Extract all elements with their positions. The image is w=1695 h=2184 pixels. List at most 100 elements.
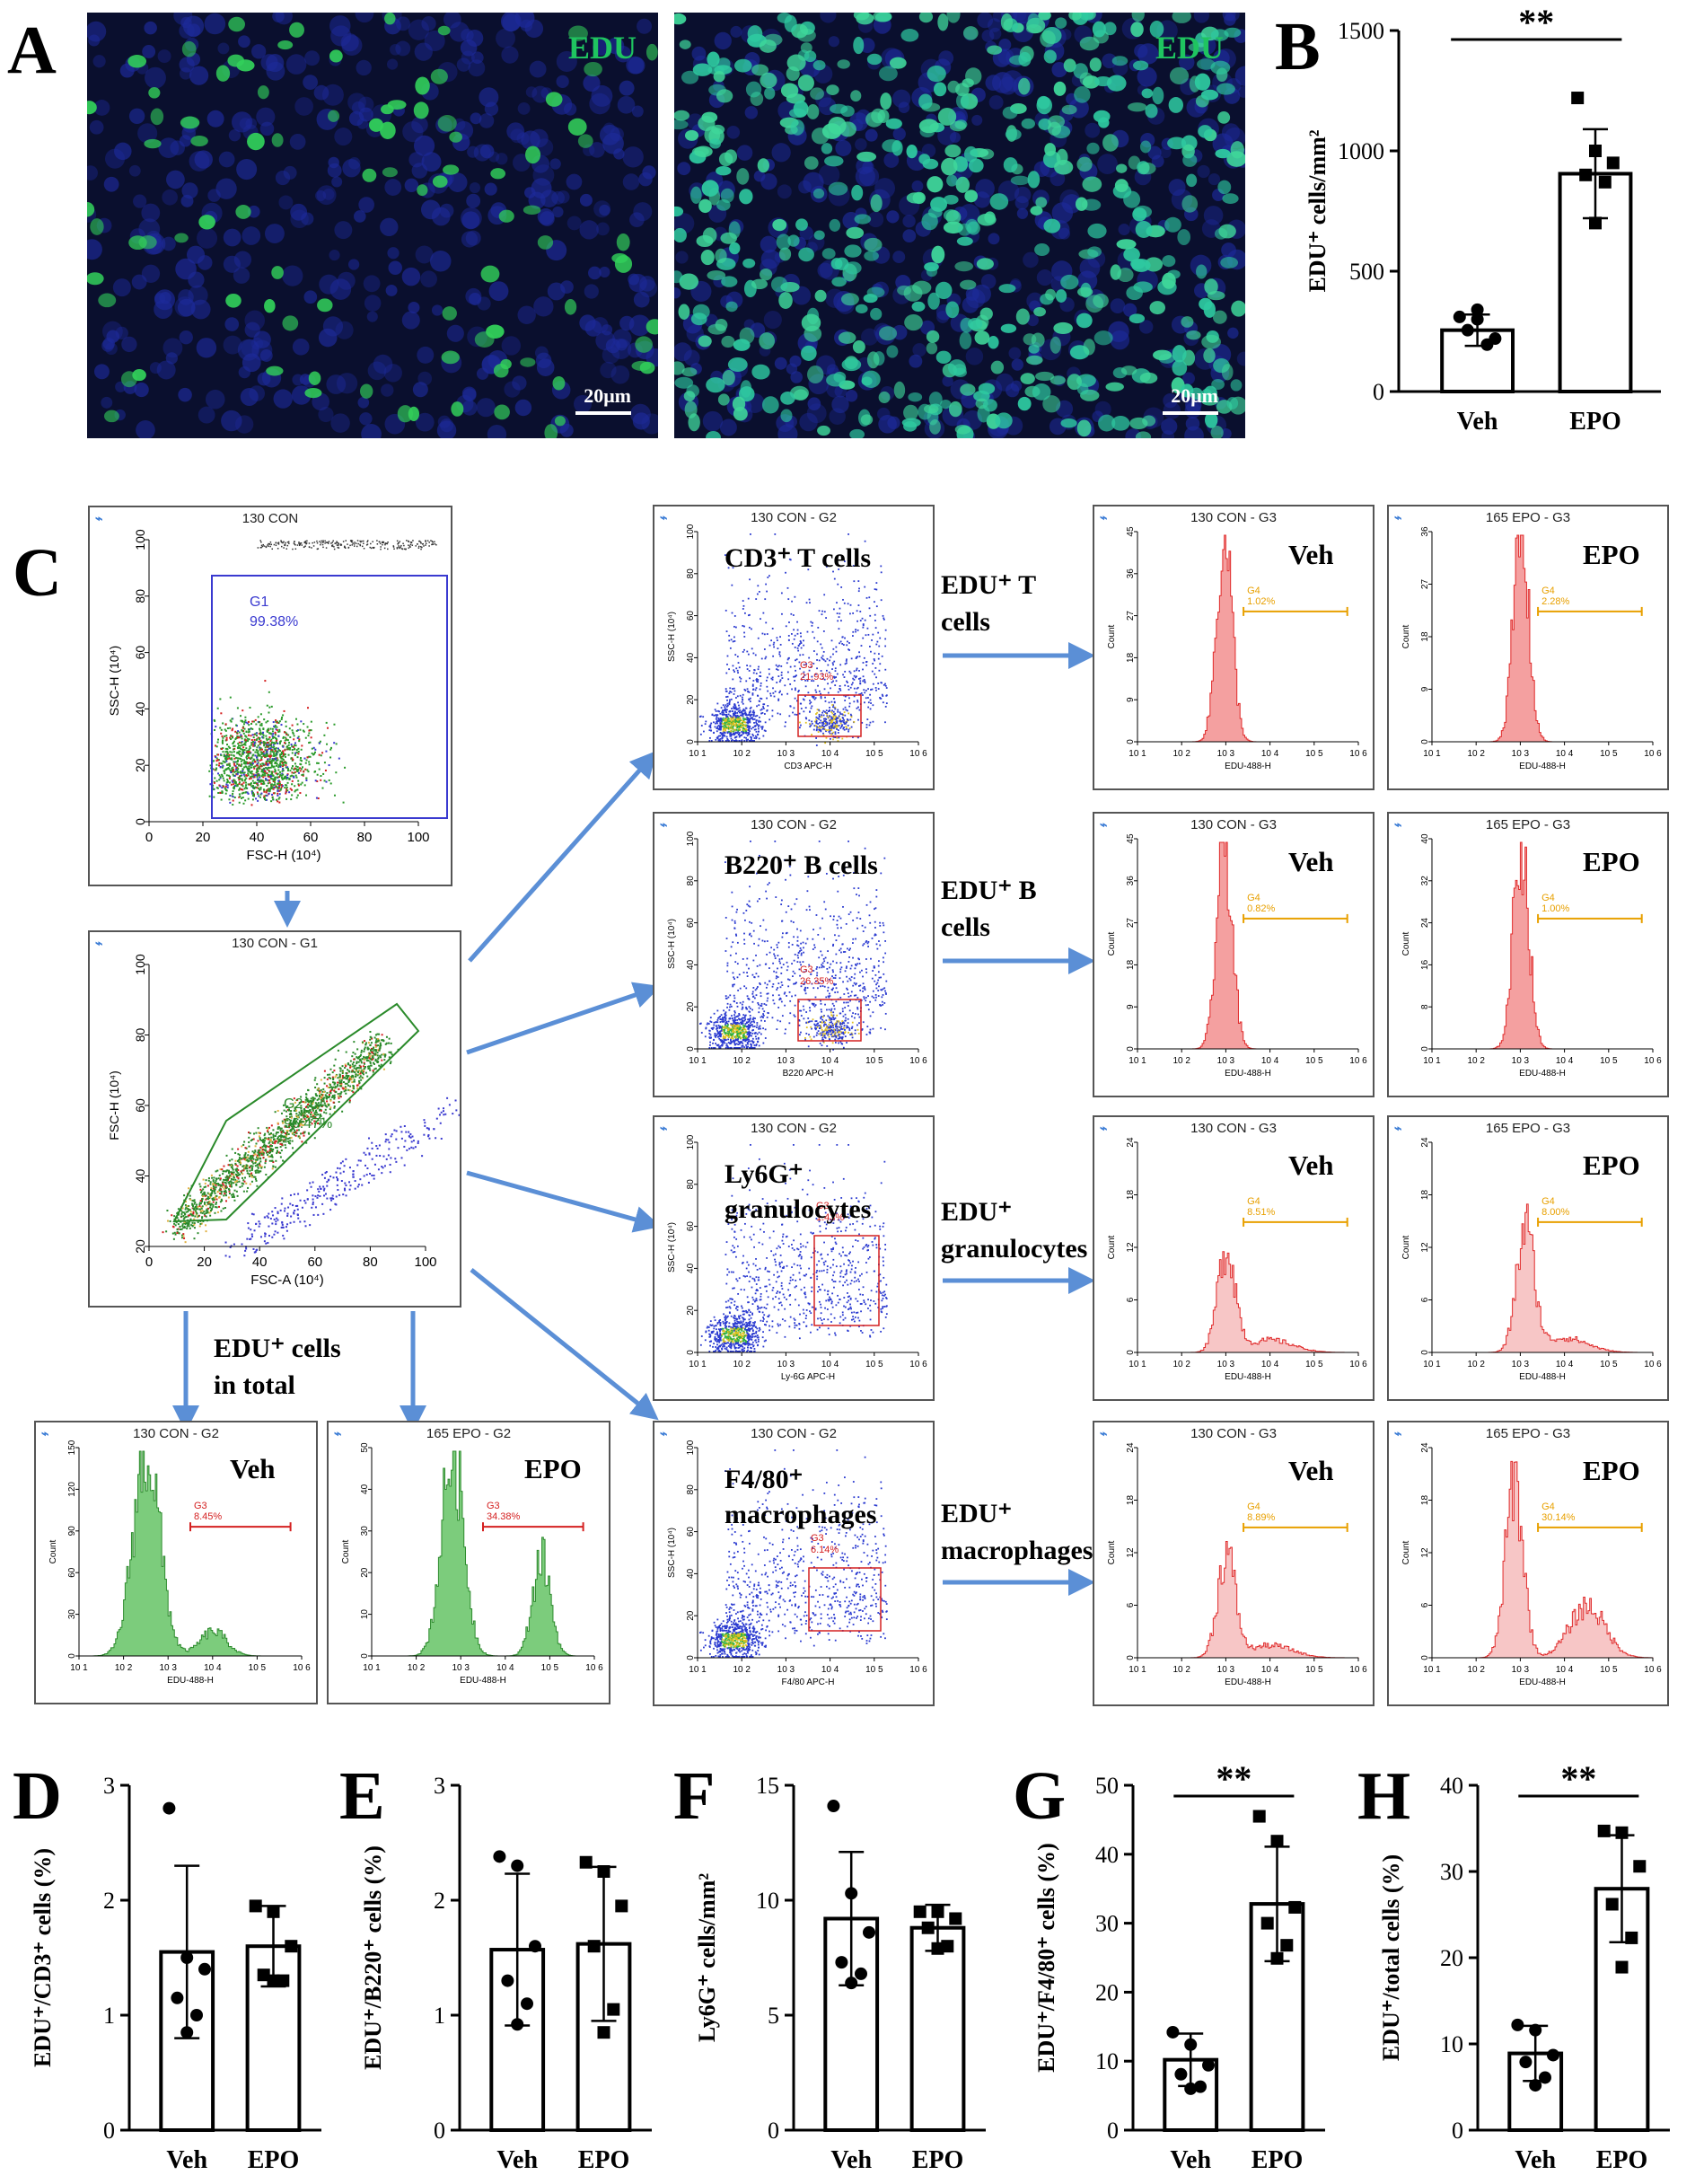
dapi-nucleus [911, 180, 924, 192]
event-dot [239, 774, 242, 777]
event-dot [345, 1092, 347, 1095]
event-dot [254, 760, 257, 762]
panel-letter-c: C [13, 535, 62, 611]
event-dot [202, 1193, 205, 1195]
event-dot [227, 774, 230, 777]
condition-label: Veh [230, 1453, 276, 1484]
event-dot [338, 1095, 341, 1097]
event-dot [864, 619, 866, 621]
event-dot [233, 761, 235, 763]
edu-nucleus [740, 380, 752, 398]
event-dot [778, 691, 781, 694]
event-dot [240, 760, 242, 762]
event-dot [213, 796, 215, 798]
dapi-nucleus [1102, 53, 1117, 69]
event-dot [176, 1228, 179, 1230]
event-dot [862, 623, 865, 625]
event-dot [282, 1140, 285, 1142]
event-dot [265, 763, 268, 766]
edu-nucleus [215, 65, 231, 82]
event-dot [299, 759, 302, 762]
event-dot [364, 1071, 367, 1074]
event-dot [385, 1042, 388, 1044]
dapi-nucleus [114, 142, 132, 161]
event-dot [286, 774, 289, 777]
event-dot [236, 1159, 239, 1162]
event-dot [297, 771, 300, 774]
dapi-nucleus [1203, 206, 1224, 225]
edu-nucleus [960, 383, 976, 396]
event-dot [319, 1123, 321, 1125]
dapi-nucleus [506, 122, 525, 141]
event-dot [271, 1140, 274, 1143]
event-dot [194, 1210, 197, 1212]
event-dot [253, 782, 256, 785]
event-dot [278, 1135, 281, 1138]
event-dot [286, 1119, 289, 1122]
event-dot [291, 748, 294, 751]
event-dot [250, 727, 252, 730]
edu-nucleus [804, 156, 819, 170]
event-dot [304, 1106, 307, 1109]
event-dot [341, 1087, 344, 1089]
event-dot [267, 1154, 269, 1157]
edu-nucleus [759, 40, 777, 53]
edu-nucleus [949, 120, 967, 132]
event-dot [281, 1143, 284, 1146]
event-dot [259, 1151, 261, 1154]
event-dot [314, 1086, 317, 1088]
event-dot [366, 1075, 369, 1078]
event-dot [212, 1199, 215, 1202]
event-dot [322, 1117, 325, 1120]
event-dot [354, 1071, 356, 1074]
event-dot [264, 772, 267, 775]
edu-nucleus [933, 82, 947, 97]
event-dot [263, 767, 266, 770]
event-dot [321, 1095, 323, 1097]
edu-nucleus [1055, 289, 1067, 303]
event-dot [242, 723, 245, 726]
event-dot [294, 1132, 297, 1134]
event-dot [270, 705, 273, 708]
event-dot [180, 1209, 182, 1211]
event-dot [256, 762, 259, 765]
event-dot [351, 1081, 354, 1084]
event-dot [233, 774, 236, 777]
event-dot [254, 1169, 257, 1172]
event-dot [752, 735, 755, 737]
event-dot [274, 783, 277, 786]
event-dot [725, 630, 728, 632]
event-dot [243, 1167, 246, 1170]
dapi-nucleus [348, 110, 364, 127]
dapi-nucleus [357, 96, 374, 113]
edu-nucleus [1015, 308, 1030, 325]
edu-nucleus [1123, 247, 1140, 262]
event-dot [851, 682, 854, 684]
event-dot [193, 1207, 196, 1210]
event-dot [301, 1121, 303, 1123]
edu-nucleus [829, 218, 841, 233]
event-dot [315, 797, 318, 799]
edu-nucleus [87, 101, 97, 115]
event-dot [271, 730, 274, 733]
event-dot [362, 1070, 364, 1072]
event-dot [224, 1193, 226, 1195]
event-dot [349, 1085, 352, 1088]
event-dot [358, 1064, 361, 1067]
edu-nucleus [751, 64, 769, 76]
event-dot [215, 767, 218, 770]
event-dot [359, 1065, 362, 1068]
dapi-nucleus [1161, 418, 1178, 436]
edu-nucleus [1049, 375, 1066, 385]
event-dot [390, 1051, 392, 1053]
event-dot [369, 1069, 372, 1071]
event-dot [267, 1128, 269, 1131]
event-dot [755, 730, 758, 733]
event-dot [274, 1142, 277, 1145]
event-dot [733, 728, 736, 731]
event-dot [847, 719, 849, 721]
edu-nucleus [694, 145, 713, 158]
event-dot [320, 1101, 322, 1104]
event-dot [799, 640, 802, 642]
event-dot [277, 749, 280, 752]
